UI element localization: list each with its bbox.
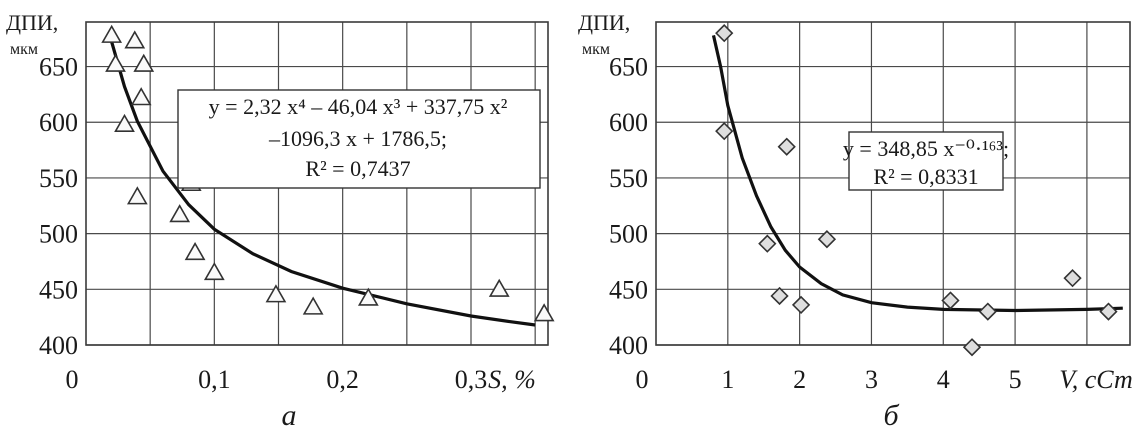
data-point <box>715 122 734 141</box>
x-tick-label: 0,3 <box>455 365 488 394</box>
x-tick-label: 0,2 <box>326 365 359 394</box>
data-point <box>302 296 324 315</box>
y-axis-unit: мкм <box>582 41 610 58</box>
data-point <box>169 204 191 223</box>
data-point <box>941 291 960 310</box>
regression-equation-box: y = 348,85 x⁻⁰·¹⁶³; R² = 0,8331 <box>843 131 1009 191</box>
data-point <box>101 24 123 43</box>
data-point <box>357 287 379 306</box>
x-tick-label: 4 <box>937 365 950 394</box>
trend-curve <box>110 41 536 327</box>
data-point <box>133 53 155 72</box>
x-tick-label: 5 <box>1009 365 1022 394</box>
y-tick-label: 500 <box>609 220 648 249</box>
data-point <box>126 186 148 205</box>
y-tick-label: 450 <box>609 275 648 304</box>
data-point <box>1099 302 1118 321</box>
data-point <box>962 338 982 357</box>
y-tick-label: 400 <box>609 331 648 360</box>
data-point <box>770 286 789 306</box>
x-axis-label: S, % <box>488 365 536 394</box>
equation-box-frame <box>848 131 1004 191</box>
data-point <box>817 230 837 249</box>
y-tick-label: 450 <box>39 275 78 304</box>
data-point <box>715 24 734 43</box>
data-point <box>105 53 126 72</box>
data-point <box>114 113 135 133</box>
panel-caption: а <box>282 399 297 432</box>
data-point <box>203 261 225 281</box>
data-point <box>777 137 796 156</box>
data-point <box>758 234 777 253</box>
x-tick-label: 3 <box>865 365 878 394</box>
y-tick-label: 600 <box>39 108 78 137</box>
y-tick-label: 500 <box>39 220 78 249</box>
equation-line: y = 348,85 x⁻⁰·¹⁶³; <box>843 136 1009 161</box>
plot-frame <box>655 21 1131 346</box>
x-axis-label: V, сСт <box>1059 365 1133 394</box>
equation-line: y = 2,32 x⁴ – 46,04 x³ + 337,75 x² <box>209 94 508 119</box>
x-tick-label: 1 <box>721 365 734 394</box>
data-point <box>978 302 997 321</box>
data-point <box>265 284 287 303</box>
y-axis-label: ДПИ, <box>6 10 58 35</box>
trend-curve <box>711 35 1123 313</box>
y-axis-label: ДПИ, <box>578 10 630 35</box>
equation-box-frame <box>177 89 541 189</box>
y-tick-label: 400 <box>39 331 78 360</box>
data-point <box>533 303 555 322</box>
data-point <box>184 241 206 261</box>
y-axis-unit: мкм <box>10 41 38 58</box>
y-tick-label: 650 <box>609 53 648 82</box>
x-tick-label: 0 <box>66 365 79 394</box>
data-point <box>124 30 146 49</box>
data-point <box>791 295 811 315</box>
x-tick-label: 0,1 <box>198 365 231 394</box>
chart-panel-2: 400 450 500 550 600 650 0 1 2 3 4 5 ДПИ, мкм V, сСт б y … <box>578 10 1133 432</box>
panel-caption: б <box>883 399 899 432</box>
equation-line: R² = 0,8331 <box>873 164 978 189</box>
x-tick-label: 2 <box>793 365 806 394</box>
chart-panel-1: 400 450 500 550 600 650 0 0,1 0,2 0,3 ДПИ, мкм S, % а… <box>6 10 555 432</box>
y-tick-label: 600 <box>609 108 648 137</box>
y-tick-label: 550 <box>39 164 78 193</box>
data-point <box>1063 269 1082 288</box>
data-point <box>130 87 152 106</box>
x-tick-label: 0 <box>636 365 649 394</box>
equation-line: R² = 0,7437 <box>305 156 410 181</box>
y-tick-label: 550 <box>609 164 648 193</box>
regression-equation-box: y = 2,32 x⁴ – 46,04 x³ + 337,75 x² –1096,… <box>177 89 541 189</box>
data-point <box>488 278 510 297</box>
y-tick-label: 650 <box>39 53 78 82</box>
equation-line: –1096,3 x + 1786,5; <box>268 126 447 151</box>
plot-frame <box>85 21 549 346</box>
